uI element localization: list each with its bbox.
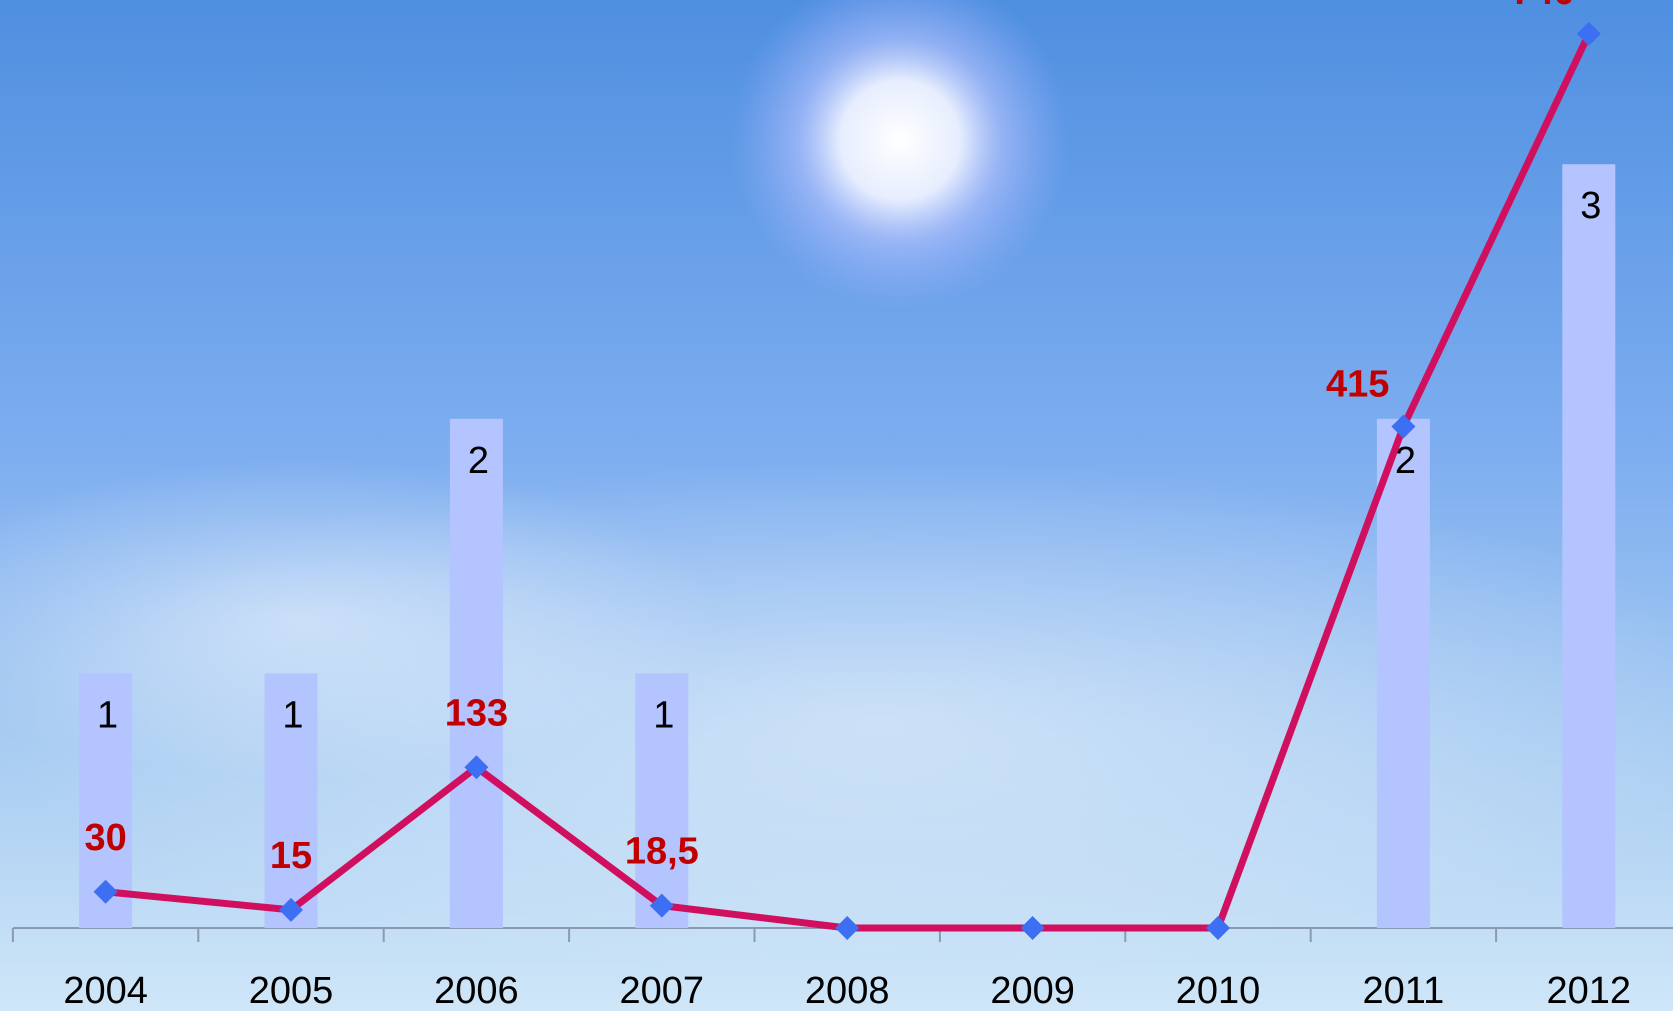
bar-label: 1 bbox=[97, 694, 118, 736]
x-tick-label: 2005 bbox=[249, 970, 334, 1011]
x-tick-label: 2011 bbox=[1363, 970, 1445, 1011]
bar bbox=[1377, 419, 1430, 928]
x-tick-label: 2004 bbox=[63, 970, 148, 1011]
x-tick-label: 2010 bbox=[1176, 970, 1261, 1011]
x-tick-label: 2008 bbox=[805, 970, 890, 1011]
line-label: 740 bbox=[1511, 0, 1574, 13]
x-tick-label: 2009 bbox=[990, 970, 1075, 1011]
bar bbox=[450, 419, 503, 928]
line-label: 133 bbox=[445, 692, 508, 734]
bar-label: 1 bbox=[653, 694, 674, 736]
x-tick-label: 2012 bbox=[1547, 970, 1632, 1011]
line-label: 30 bbox=[84, 817, 126, 859]
line-label: 415 bbox=[1326, 364, 1389, 406]
line-label: 15 bbox=[270, 835, 312, 877]
x-tick-label: 2006 bbox=[434, 970, 519, 1011]
chart: 2004 2005 2006 2007 2008 2009 2010 2011 2012 1 1 2 1… bbox=[0, 0, 1673, 1011]
x-tick-label: 2007 bbox=[620, 970, 705, 1011]
bar-label: 2 bbox=[468, 440, 489, 482]
bar-label: 1 bbox=[282, 694, 303, 736]
line-label: 18,5 bbox=[625, 831, 699, 873]
bar-label: 3 bbox=[1580, 185, 1601, 227]
bar bbox=[1562, 164, 1615, 928]
